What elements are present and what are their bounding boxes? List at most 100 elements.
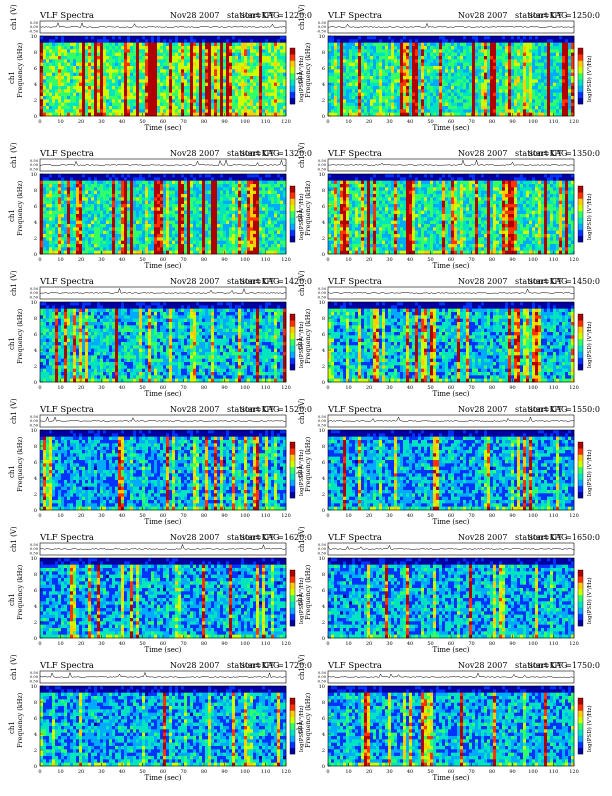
heatmap-cell [100, 53, 103, 57]
heatmap-cell [169, 36, 172, 40]
heatmap-cell [238, 99, 241, 103]
heatmap-cell [247, 83, 250, 87]
heatmap-cell [94, 76, 97, 80]
heatmap-cell [157, 204, 160, 208]
heatmap-cell [334, 49, 337, 53]
heatmap-cell [82, 66, 85, 70]
heatmap-cell [430, 103, 433, 107]
heatmap-cell [73, 103, 76, 107]
heatmap-cell [196, 79, 199, 83]
heatmap-cell [208, 93, 211, 97]
heatmap-cell [82, 207, 85, 211]
heatmap-cell [406, 36, 409, 40]
x-tick-label: 80 [201, 119, 207, 125]
heatmap-cell [514, 56, 517, 60]
heatmap-cell [340, 59, 343, 63]
heatmap-cell [478, 96, 481, 100]
heatmap-cell [133, 36, 136, 40]
heatmap-cell [457, 76, 460, 80]
heatmap-cell [193, 181, 196, 185]
heatmap-cell [406, 56, 409, 60]
heatmap-cell [379, 103, 382, 107]
heatmap-cell [418, 59, 421, 63]
heatmap-cell [229, 99, 232, 103]
heatmap-cell [424, 59, 427, 63]
heatmap-cell [358, 86, 361, 90]
heatmap-cell [277, 86, 280, 90]
heatmap-cell [178, 207, 181, 211]
heatmap-cell [136, 43, 139, 47]
heatmap-cell [454, 53, 457, 57]
heatmap-cell [43, 201, 46, 205]
heatmap-cell [220, 69, 223, 73]
heatmap-cell [553, 69, 556, 73]
heatmap-cell [457, 36, 460, 40]
heatmap-cell [205, 59, 208, 63]
heatmap-cell [175, 76, 178, 80]
heatmap-cell [556, 36, 559, 40]
heatmap-cell [541, 103, 544, 107]
heatmap-cell [169, 184, 172, 188]
heatmap-cell [70, 177, 73, 181]
heatmap-cell [64, 79, 67, 83]
heatmap-cell [43, 106, 46, 110]
heatmap-cell [181, 187, 184, 191]
heatmap-cell [370, 76, 373, 80]
heatmap-cell [556, 49, 559, 53]
heatmap-cell [187, 53, 190, 57]
heatmap-cell [196, 86, 199, 90]
heatmap-cell [382, 39, 385, 43]
heatmap-cell [412, 53, 415, 57]
heatmap-cell [40, 39, 43, 43]
heatmap-cell [538, 63, 541, 67]
heatmap-cell [367, 106, 370, 110]
heatmap-cell [496, 109, 499, 113]
heatmap-cell [268, 174, 271, 178]
heatmap-cell [511, 46, 514, 50]
heatmap-cell [220, 46, 223, 50]
heatmap-cell [562, 36, 565, 40]
heatmap-cell [106, 93, 109, 97]
heatmap-cell [79, 93, 82, 97]
heatmap-cell [223, 197, 226, 201]
heatmap-cell [205, 177, 208, 181]
heatmap-cell [367, 79, 370, 83]
heatmap-cell [253, 86, 256, 90]
heatmap-cell [337, 89, 340, 93]
heatmap-cell [427, 79, 430, 83]
heatmap-cell [70, 197, 73, 201]
heatmap-cell [427, 53, 430, 57]
heatmap-cell [391, 76, 394, 80]
heatmap-cell [439, 79, 442, 83]
heatmap-cell [187, 49, 190, 53]
heatmap-cell [175, 191, 178, 195]
heatmap-cell [553, 39, 556, 43]
heatmap-cell [565, 56, 568, 60]
heatmap-cell [166, 96, 169, 100]
heatmap-cell [415, 109, 418, 113]
heatmap-cell [271, 76, 274, 80]
heatmap-cell [508, 69, 511, 73]
heatmap-cell [463, 63, 466, 67]
heatmap-cell [358, 96, 361, 100]
heatmap-cell [568, 36, 571, 40]
heatmap-cell [391, 36, 394, 40]
heatmap-cell [100, 103, 103, 107]
heatmap-cell [367, 103, 370, 107]
heatmap-cell [454, 66, 457, 70]
heatmap-cell [433, 39, 436, 43]
heatmap-cell [193, 187, 196, 191]
heatmap-cell [262, 76, 265, 80]
heatmap-cell [172, 93, 175, 97]
heatmap-cell [103, 177, 106, 181]
heatmap-cell [358, 53, 361, 57]
heatmap-cell [145, 59, 148, 63]
heatmap-cell [118, 76, 121, 80]
heatmap-cell [241, 197, 244, 201]
heatmap-cell [256, 56, 259, 60]
heatmap-cell [76, 103, 79, 107]
heatmap-cell [262, 69, 265, 73]
heatmap-cell [232, 184, 235, 188]
heatmap-cell [142, 69, 145, 73]
panel-start-time: start UT =1250:0 [529, 11, 600, 20]
